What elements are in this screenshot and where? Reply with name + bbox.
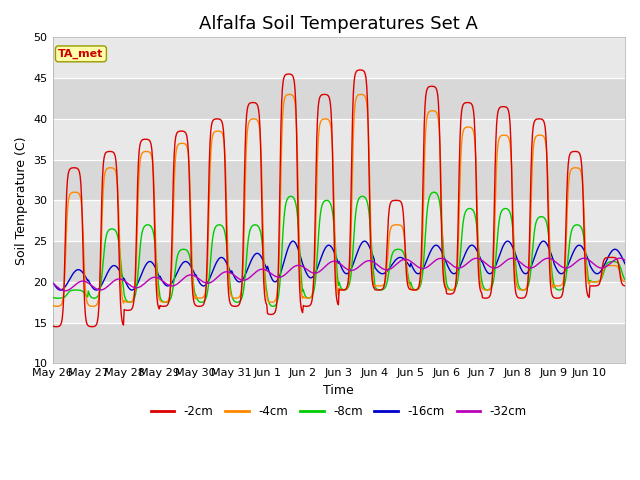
Bar [52,241,625,282]
Text: TA_met: TA_met [58,49,104,59]
-32cm [621,257,629,263]
-16cm [49,279,56,285]
-32cm [222,269,230,275]
-2cm [116,299,124,305]
-2cm [49,323,56,329]
Line: -2cm: -2cm [52,70,625,327]
-2cm [431,84,439,90]
-8cm [221,230,228,236]
-2cm [621,283,629,288]
Title: Alfalfa Soil Temperatures Set A: Alfalfa Soil Temperatures Set A [199,15,478,33]
-8cm [272,302,280,308]
Legend: -2cm, -4cm, -8cm, -16cm, -32cm: -2cm, -4cm, -8cm, -16cm, -32cm [146,400,531,423]
-2cm [222,192,230,197]
-8cm [269,303,276,309]
-32cm [116,276,124,282]
-2cm [52,324,60,330]
-16cm [272,279,280,285]
-4cm [431,108,439,114]
-8cm [399,248,406,254]
-4cm [116,266,124,272]
-2cm [250,100,258,106]
-32cm [61,288,69,294]
-16cm [399,256,407,262]
-32cm [272,274,280,279]
-2cm [356,67,364,73]
Y-axis label: Soil Temperature (C): Soil Temperature (C) [15,136,28,264]
Bar [52,119,625,160]
Line: -4cm: -4cm [52,95,625,306]
-4cm [357,92,365,97]
-8cm [116,248,124,253]
-4cm [250,116,258,122]
-16cm [250,252,258,258]
-32cm [250,271,258,276]
-4cm [53,303,61,309]
-16cm [361,238,369,244]
Bar [52,282,625,323]
-16cm [431,242,439,248]
Bar [52,200,625,241]
Line: -32cm: -32cm [52,258,625,291]
Bar [52,160,625,200]
-32cm [49,280,56,286]
-16cm [116,270,124,276]
-16cm [222,258,230,264]
Line: -16cm: -16cm [52,241,625,290]
X-axis label: Time: Time [323,384,354,397]
Bar [52,37,625,78]
-4cm [399,228,407,233]
-4cm [272,297,280,303]
-8cm [250,222,257,228]
Line: -8cm: -8cm [52,192,625,306]
-16cm [57,287,65,293]
-4cm [621,279,629,285]
-2cm [399,211,407,217]
Bar [52,323,625,363]
-8cm [431,190,439,195]
-4cm [222,171,230,177]
-8cm [621,277,629,283]
-32cm [431,258,438,264]
-32cm [508,255,516,261]
-32cm [399,257,406,263]
-16cm [621,261,629,267]
-8cm [430,189,438,195]
-4cm [49,302,56,308]
-8cm [49,294,56,300]
Bar [52,78,625,119]
-2cm [272,307,280,313]
